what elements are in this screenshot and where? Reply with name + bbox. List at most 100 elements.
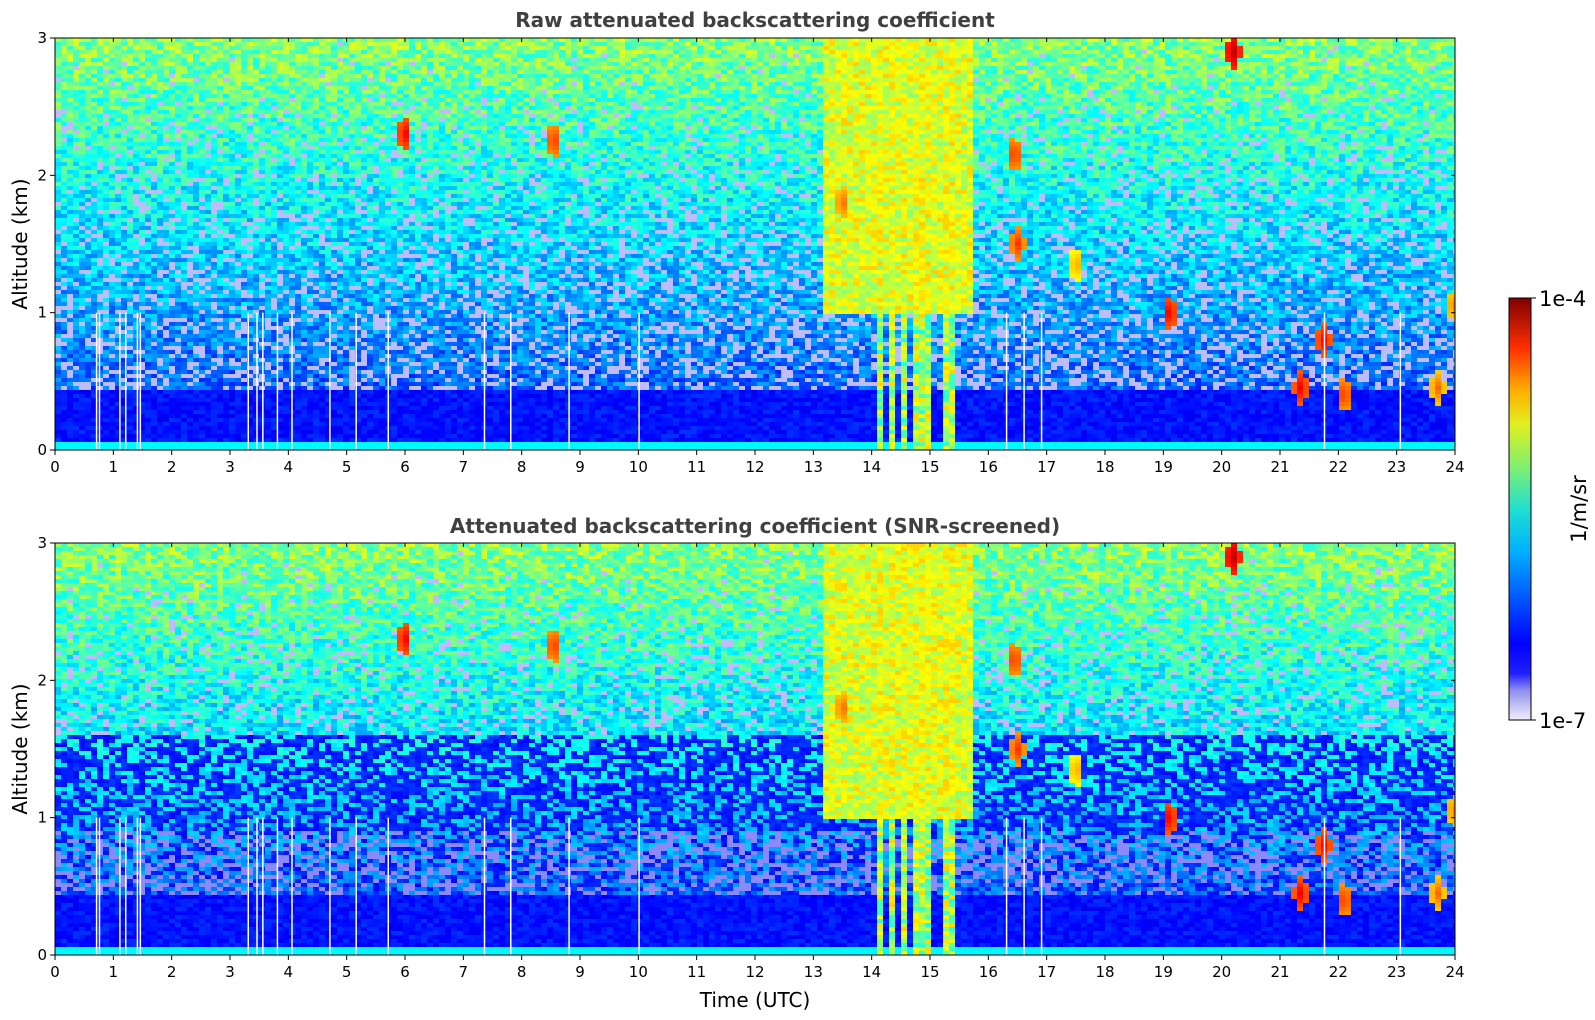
data-gap-line — [355, 313, 357, 450]
data-gap-line — [1006, 313, 1008, 450]
data-gap-line — [96, 818, 98, 955]
data-gap-line — [248, 313, 250, 450]
x-tick-label: 20 — [1212, 458, 1231, 476]
x-axis-label: Time (UTC) — [699, 988, 811, 1012]
data-gap-line — [99, 313, 101, 450]
top-y-axis-label: Altitude (km) — [8, 178, 32, 309]
bottom-panel-title: Attenuated backscattering coefficient (S… — [450, 514, 1060, 538]
colorbar: 1e-4 1e-7 1/m/sr — [1509, 287, 1591, 733]
x-tick-label: 15 — [920, 963, 939, 981]
data-gap-line — [568, 818, 570, 955]
x-tick-label: 21 — [1270, 458, 1289, 476]
bottom-panel: Attenuated backscattering coefficient (S… — [8, 514, 1465, 1012]
data-gap-line — [277, 818, 279, 955]
data-gap-line — [291, 818, 293, 955]
data-gap-line — [1324, 313, 1326, 450]
data-gap-line — [355, 818, 357, 955]
data-gap-line — [510, 313, 512, 450]
colorbar-unit-label: 1/m/sr — [1567, 475, 1591, 543]
x-tick-label: 17 — [1037, 963, 1056, 981]
x-tick-label: 12 — [745, 963, 764, 981]
data-gap-line — [140, 818, 142, 955]
x-tick-label: 19 — [1154, 963, 1173, 981]
x-tick-label: 11 — [687, 963, 706, 981]
figure: Raw attenuated backscattering coefficien… — [0, 0, 1595, 1020]
data-gap-line — [119, 313, 121, 450]
x-tick-label: 3 — [225, 963, 235, 981]
x-tick-label: 10 — [629, 458, 648, 476]
data-gap-line — [1006, 818, 1008, 955]
data-gap-line — [256, 818, 258, 955]
x-tick-label: 18 — [1095, 458, 1114, 476]
y-tick-label: 1 — [37, 304, 47, 322]
data-gap-line — [137, 313, 139, 450]
x-tick-label: 15 — [920, 458, 939, 476]
y-tick-label: 3 — [37, 534, 47, 552]
data-gap-line — [1041, 313, 1043, 450]
x-tick-label: 24 — [1445, 963, 1464, 981]
data-gap-line — [568, 313, 570, 450]
x-tick-label: 16 — [979, 458, 998, 476]
data-gap-line — [329, 313, 331, 450]
x-tick-label: 7 — [459, 458, 469, 476]
bottom-heatmap — [55, 543, 1460, 956]
data-gap-line — [388, 313, 390, 450]
x-tick-label: 19 — [1154, 458, 1173, 476]
data-gap-line — [1324, 818, 1326, 955]
data-gap-line — [96, 313, 98, 450]
data-gap-line — [119, 818, 121, 955]
x-tick-label: 10 — [629, 963, 648, 981]
data-gap-line — [137, 818, 139, 955]
colorbar-max-label: 1e-4 — [1539, 287, 1586, 311]
x-tick-label: 4 — [284, 963, 294, 981]
y-tick-label: 2 — [37, 671, 47, 689]
x-tick-label: 14 — [862, 963, 881, 981]
x-tick-label: 8 — [517, 963, 527, 981]
x-tick-label: 24 — [1445, 458, 1464, 476]
bottom-y-axis-label: Altitude (km) — [8, 683, 32, 814]
data-gap-line — [484, 313, 486, 450]
data-gap-line — [99, 818, 101, 955]
colorbar-min-label: 1e-7 — [1539, 709, 1586, 733]
x-tick-label: 18 — [1095, 963, 1114, 981]
data-gap-line — [510, 818, 512, 955]
colorbar-gradient — [1509, 298, 1531, 720]
x-tick-label: 20 — [1212, 963, 1231, 981]
data-gap-line — [1023, 818, 1024, 955]
data-gap-line — [1023, 313, 1024, 450]
data-gap-line — [1400, 313, 1402, 450]
data-gap-line — [256, 313, 258, 450]
y-tick-label: 0 — [37, 946, 47, 964]
x-tick-label: 17 — [1037, 458, 1056, 476]
x-tick-label: 4 — [284, 458, 294, 476]
x-tick-label: 21 — [1270, 963, 1289, 981]
x-tick-label: 22 — [1329, 458, 1348, 476]
x-tick-label: 7 — [459, 963, 469, 981]
x-tick-label: 9 — [575, 458, 585, 476]
x-tick-label: 0 — [50, 963, 60, 981]
x-tick-label: 3 — [225, 458, 235, 476]
x-tick-label: 12 — [745, 458, 764, 476]
data-gap-line — [638, 818, 640, 955]
data-gap-line — [291, 313, 293, 450]
top-heatmap — [55, 38, 1460, 451]
x-tick-label: 5 — [342, 458, 352, 476]
data-gap-line — [248, 818, 250, 955]
data-gap-line — [125, 313, 127, 450]
data-gap-line — [125, 818, 127, 955]
data-gap-line — [140, 313, 142, 450]
x-tick-label: 6 — [400, 963, 410, 981]
data-gap-line — [484, 818, 486, 955]
data-gap-line — [1400, 818, 1402, 955]
data-gap-line — [1041, 818, 1043, 955]
x-tick-label: 8 — [517, 458, 527, 476]
top-panel: Raw attenuated backscattering coefficien… — [8, 8, 1465, 476]
x-tick-label: 13 — [804, 458, 823, 476]
x-tick-label: 2 — [167, 963, 177, 981]
data-gap-line — [388, 818, 390, 955]
data-gap-line — [277, 313, 279, 450]
x-tick-label: 5 — [342, 963, 352, 981]
x-tick-label: 1 — [109, 458, 119, 476]
x-tick-label: 14 — [862, 458, 881, 476]
data-gap-line — [262, 313, 264, 450]
